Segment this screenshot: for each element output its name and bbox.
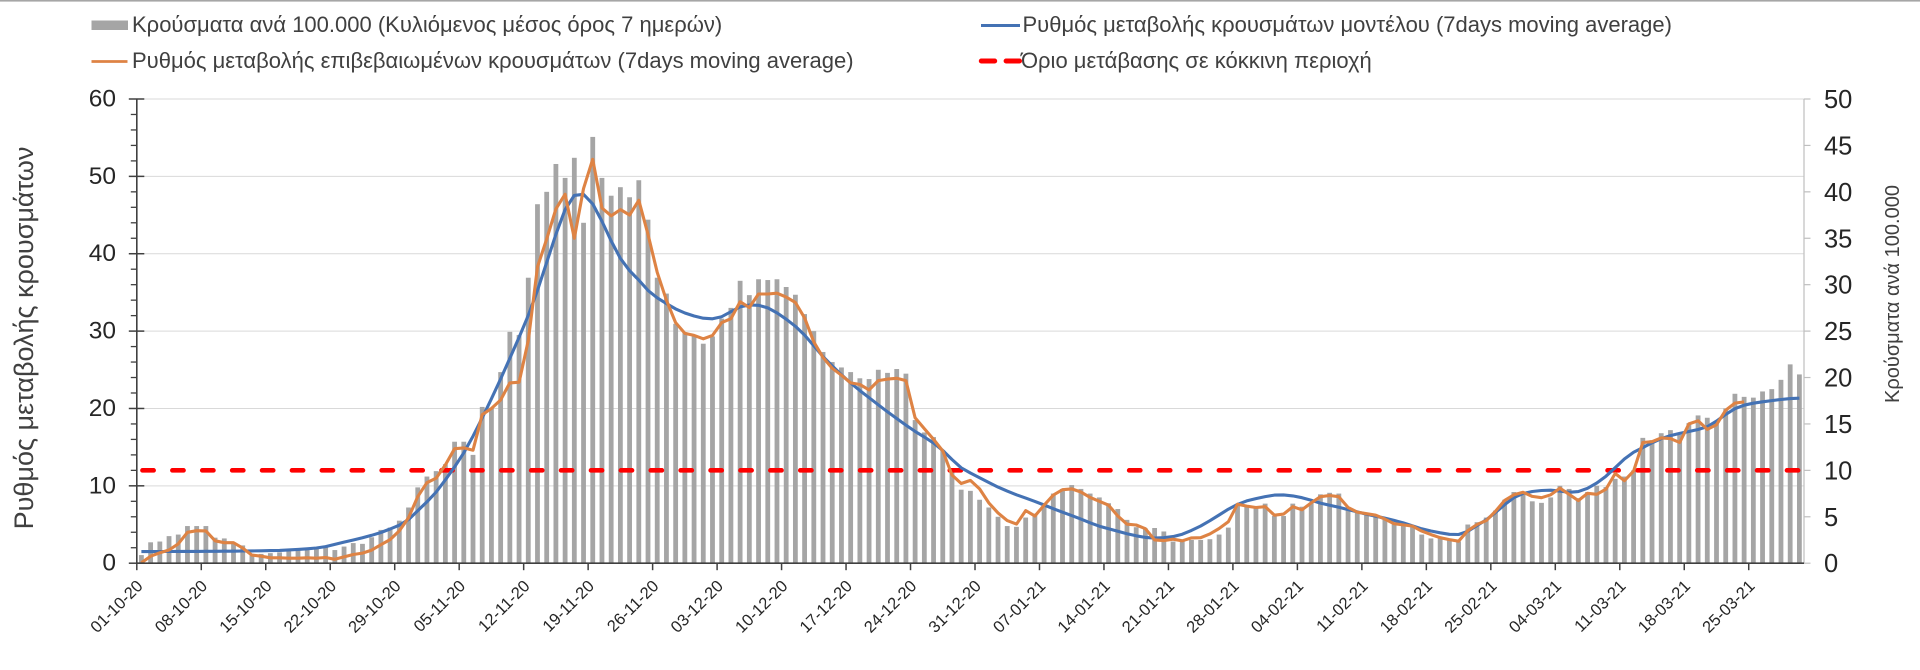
svg-text:0: 0 [102, 550, 116, 577]
svg-text:40: 40 [1824, 179, 1852, 207]
svg-text:Ρυθμός μεταβολής κρουσμάτων: Ρυθμός μεταβολής κρουσμάτων [9, 147, 39, 530]
svg-text:Ρυθμός μεταβολής κρουσμάτων μο: Ρυθμός μεταβολής κρουσμάτων μοντέλου (7d… [1023, 12, 1672, 37]
svg-text:30: 30 [89, 318, 116, 345]
svg-text:Όριο μετάβασης σε κόκκινη περι: Όριο μετάβασης σε κόκκινη περιοχή [1020, 48, 1372, 73]
svg-text:30: 30 [1824, 272, 1852, 300]
svg-text:20: 20 [1824, 365, 1852, 393]
svg-text:15: 15 [1824, 411, 1852, 439]
svg-text:Ρυθμός μεταβολής επιβεβαιωμένω: Ρυθμός μεταβολής επιβεβαιωμένων κρουσμάτ… [132, 48, 854, 73]
svg-text:50: 50 [1824, 86, 1852, 114]
svg-text:Κρούσματα ανά 100.000 (Κυλιόμε: Κρούσματα ανά 100.000 (Κυλιόμενος μέσος … [132, 12, 722, 37]
svg-text:0: 0 [1824, 550, 1838, 578]
svg-text:10: 10 [1824, 457, 1852, 485]
svg-text:35: 35 [1824, 225, 1852, 253]
svg-text:20: 20 [89, 395, 116, 422]
svg-text:40: 40 [89, 240, 116, 267]
svg-text:Κρούσματα ανά 100.000: Κρούσματα ανά 100.000 [1882, 185, 1904, 403]
svg-text:10: 10 [89, 472, 116, 499]
svg-text:60: 60 [89, 86, 116, 113]
svg-text:25: 25 [1824, 318, 1852, 346]
svg-text:5: 5 [1824, 504, 1838, 532]
svg-text:45: 45 [1824, 132, 1852, 160]
svg-text:50: 50 [89, 163, 116, 190]
